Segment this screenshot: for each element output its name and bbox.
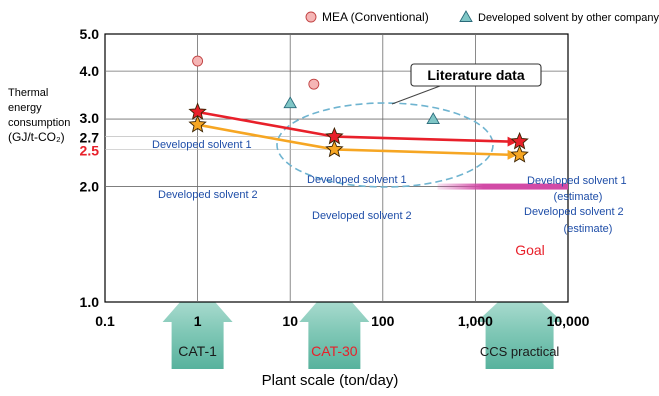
mea-point — [192, 55, 204, 67]
legend-mea-marker — [305, 11, 317, 23]
y-axis-label-line1: Thermal — [8, 87, 48, 99]
stage-arrow — [299, 282, 370, 369]
annotation-solvent1-mid: Developed solvent 1 — [307, 174, 407, 186]
stage-arrow — [476, 282, 563, 369]
series-arrowhead — [507, 136, 518, 147]
series-point-star — [188, 115, 207, 133]
annotation-solvent1-left: Developed solvent 1 — [152, 139, 252, 151]
other-solvent-point — [283, 96, 297, 109]
x-tick-label: 1 — [194, 313, 202, 329]
y-tick-label: 2.5 — [80, 142, 100, 158]
x-axis-label: Plant scale (ton/day) — [262, 372, 399, 389]
y-tick-label: 2.7 — [80, 130, 100, 146]
stage-label: CCS practical — [480, 344, 560, 359]
y-tick-label: 2.0 — [80, 179, 100, 195]
annotation-literature: Literature data — [427, 67, 524, 83]
annotation-solvent2-est2: (estimate) — [564, 223, 613, 235]
other-solvent-point — [426, 112, 440, 125]
y-axis-label-line4: (GJ/t-CO₂) — [8, 130, 65, 144]
x-tick-label: 1,000 — [458, 313, 493, 329]
y-tick-label: 4.0 — [80, 63, 100, 79]
stage-label: CAT-30 — [311, 343, 358, 359]
legend-other-marker — [459, 10, 473, 22]
annotation-solvent1-est: Developed solvent 1 — [527, 175, 627, 187]
y-tick-label: 5.0 — [80, 26, 100, 42]
legend-other-label: Developed solvent by other company — [478, 12, 659, 24]
x-tick-label: 10 — [282, 313, 298, 329]
x-tick-label: 10,000 — [547, 313, 590, 329]
x-tick-label: 100 — [371, 313, 395, 329]
x-tick-label: 0.1 — [95, 313, 115, 329]
legend-mea-label: MEA (Conventional) — [322, 10, 429, 24]
literature-ellipse — [276, 102, 494, 188]
annotation-solvent2-left: Developed solvent 2 — [158, 189, 258, 201]
stage-arrow — [162, 282, 233, 369]
series-arrowhead — [507, 149, 518, 160]
stage-label: CAT-1 — [178, 343, 217, 359]
annotation-solvent1-est2: (estimate) — [554, 191, 603, 203]
series-point-star — [325, 139, 344, 158]
series-point-star — [510, 145, 529, 163]
y-tick-label: 1.0 — [80, 294, 100, 310]
literature-leader — [391, 85, 441, 105]
literature-box — [410, 63, 542, 87]
annotation-goal: Goal — [515, 242, 545, 258]
goal-bar — [437, 183, 568, 190]
annotation-solvent2-mid: Developed solvent 2 — [312, 210, 412, 222]
y-axis-label-line3: consumption — [8, 117, 70, 129]
mea-point — [308, 78, 320, 90]
y-axis-label-line2: energy — [8, 102, 42, 114]
y-tick-label: 3.0 — [80, 110, 100, 126]
annotation-solvent2-est: Developed solvent 2 — [524, 206, 624, 218]
